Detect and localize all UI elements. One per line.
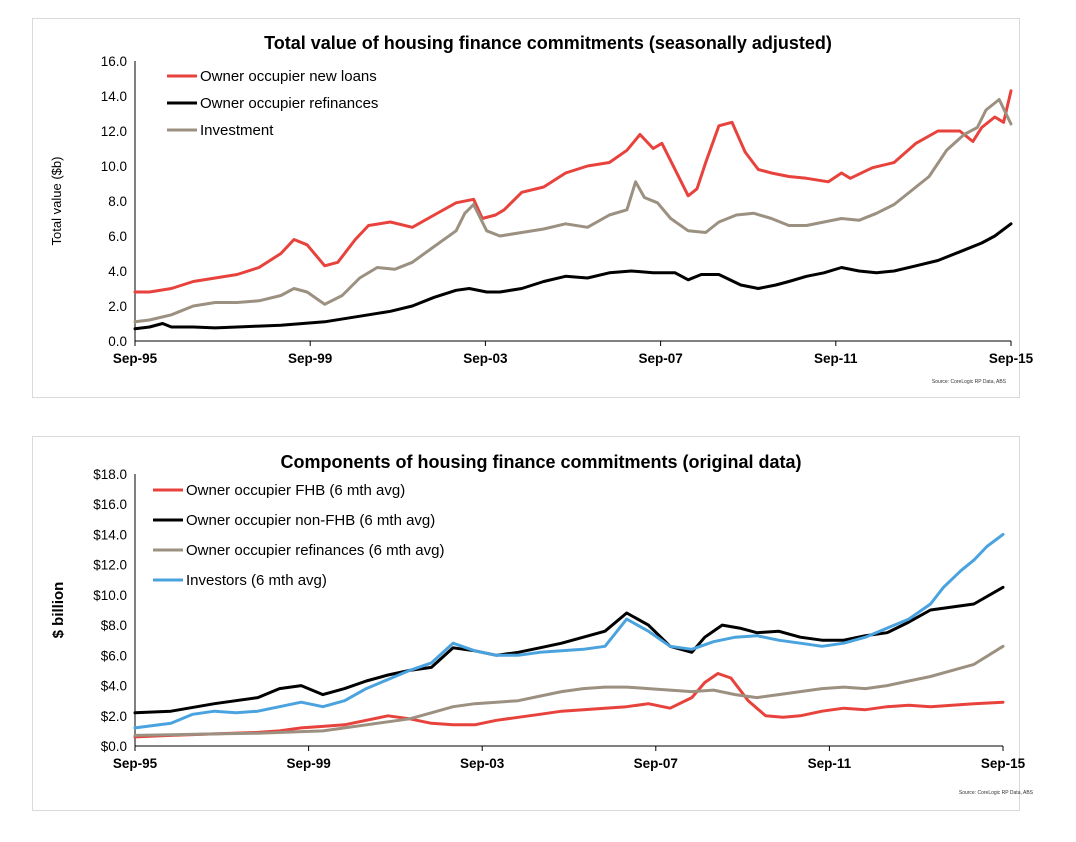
- source-note: Source: CoreLogic RP Data, ABS: [932, 379, 1007, 385]
- y-tick-label: $10.0: [93, 588, 127, 603]
- y-tick-label: 12.0: [101, 124, 127, 139]
- source-note: Source: CoreLogic RP Data, ABS: [959, 790, 1034, 796]
- y-tick-label: $2.0: [101, 709, 127, 724]
- y-tick-label: 14.0: [101, 89, 127, 104]
- y-axis-label: Total value ($b): [49, 157, 64, 246]
- chart-panel-total-value: Total value of housing finance commitmen…: [32, 18, 1034, 398]
- y-tick-label: $4.0: [101, 679, 127, 694]
- y-tick-label: 16.0: [101, 54, 127, 69]
- series-line-2: [133, 98, 1013, 324]
- x-tick-label: Sep-95: [113, 756, 158, 771]
- y-tick-label: $16.0: [93, 497, 127, 512]
- x-tick-label: Sep-95: [113, 351, 158, 366]
- x-tick-label: Sep-03: [460, 756, 505, 771]
- legend-entry: Owner occupier refinances: [200, 95, 378, 112]
- y-axis-label: $ billion: [50, 582, 67, 639]
- x-tick-label: Sep-11: [808, 756, 852, 771]
- chart-title: Total value of housing finance commitmen…: [264, 33, 832, 53]
- y-tick-label: 4.0: [108, 264, 127, 279]
- y-tick-label: $12.0: [93, 558, 127, 573]
- y-tick-label: 8.0: [108, 194, 127, 209]
- legend-entry: Owner occupier refinances (6 mth avg): [186, 542, 444, 559]
- series-line-1: [133, 585, 1005, 715]
- legend-entry: Owner occupier new loans: [200, 68, 377, 85]
- legend-entry: Owner occupier non-FHB (6 mth avg): [186, 512, 435, 529]
- legend-entry: Investors (6 mth avg): [186, 572, 327, 589]
- y-tick-label: $8.0: [101, 618, 127, 633]
- x-tick-label: Sep-15: [989, 351, 1034, 366]
- legend-entry: Investment: [200, 122, 274, 139]
- series-line-2: [133, 644, 1005, 737]
- chart-panel-components: Components of housing finance commitment…: [32, 436, 1034, 811]
- y-tick-label: $0.0: [101, 739, 127, 754]
- x-tick-label: Sep-15: [981, 756, 1026, 771]
- chart-total-value: Total value of housing finance commitmen…: [49, 33, 1034, 385]
- y-tick-label: $18.0: [93, 467, 127, 482]
- y-tick-label: $14.0: [93, 527, 127, 542]
- x-tick-label: Sep-11: [814, 351, 858, 366]
- chart-title: Components of housing finance commitment…: [280, 452, 801, 472]
- y-tick-label: 0.0: [108, 334, 127, 349]
- x-tick-label: Sep-99: [286, 756, 330, 771]
- y-tick-label: 2.0: [108, 299, 127, 314]
- x-tick-label: Sep-03: [463, 351, 508, 366]
- y-tick-label: $6.0: [101, 648, 127, 663]
- y-tick-label: 6.0: [108, 229, 127, 244]
- y-tick-label: 10.0: [101, 159, 127, 174]
- series-line-1: [133, 222, 1013, 331]
- chart-components: Components of housing finance commitment…: [50, 452, 1034, 796]
- x-tick-label: Sep-99: [288, 351, 332, 366]
- x-tick-label: Sep-07: [634, 756, 678, 771]
- legend-entry: Owner occupier FHB (6 mth avg): [186, 482, 405, 499]
- series-line-0: [133, 672, 1005, 739]
- series-line-3: [133, 532, 1005, 730]
- series-line-0: [133, 89, 1013, 294]
- x-tick-label: Sep-07: [638, 351, 682, 366]
